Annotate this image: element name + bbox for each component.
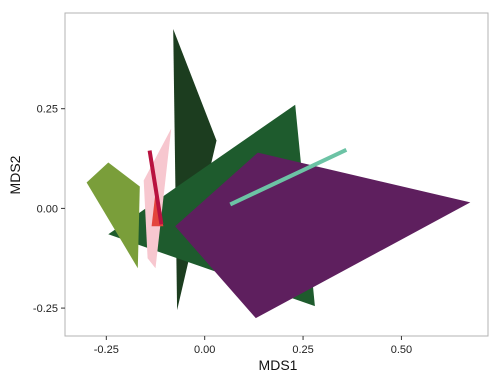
y-tick-label: 0.00: [37, 203, 58, 215]
x-tick-label: 0.00: [194, 344, 215, 356]
x-tick-label: 0.50: [391, 344, 412, 356]
y-axis-title: MDS2: [7, 155, 23, 194]
x-axis-title: MDS1: [259, 357, 298, 373]
segment-layer: [147, 147, 348, 225]
x-tick-label: -0.25: [94, 344, 119, 356]
hull-segment-1: [147, 150, 164, 225]
plot-frame: [64, 12, 489, 337]
y-tick-label: -0.25: [33, 303, 58, 315]
x-axis: -0.25 0.00 0.25 0.50: [94, 336, 412, 356]
y-tick-label: 0.25: [37, 104, 58, 116]
y-axis: -0.25 0.00 0.25: [33, 104, 65, 315]
x-tick-label: 0.25: [292, 344, 313, 356]
hull-polygon-3: [86, 162, 140, 269]
hull-polygon-layer: [86, 29, 471, 319]
hull-segment-2: [229, 147, 348, 207]
